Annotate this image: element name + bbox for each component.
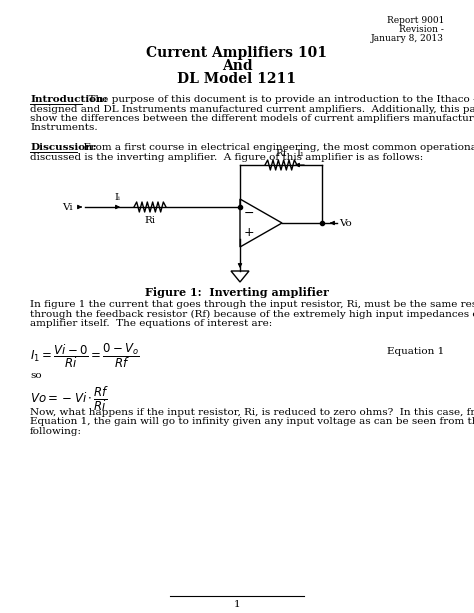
Text: Iᵢ: Iᵢ [114,193,120,202]
Text: Vo: Vo [339,218,352,227]
Text: Discussion:: Discussion: [30,143,97,152]
Text: From a first course in electrical engineering, the most common operational ampli: From a first course in electrical engine… [77,143,474,152]
Text: Current Amplifiers 101: Current Amplifiers 101 [146,46,328,60]
Text: $I_1 = \dfrac{Vi-0}{Ri} = \dfrac{0-V_o}{Rf}$: $I_1 = \dfrac{Vi-0}{Ri} = \dfrac{0-V_o}{… [30,341,140,370]
Text: −: − [244,207,254,219]
Text: DL Model 1211: DL Model 1211 [177,72,297,86]
Text: amplifier itself.  The equations of interest are:: amplifier itself. The equations of inter… [30,319,272,328]
Text: designed and DL Instruments manufactured current amplifiers.  Additionally, this: designed and DL Instruments manufactured… [30,104,474,113]
Text: show the differences between the different models of current amplifiers manufact: show the differences between the differe… [30,114,474,123]
Text: $Vo = -Vi \cdot \dfrac{Rf}{Ri}$: $Vo = -Vi \cdot \dfrac{Rf}{Ri}$ [30,385,109,413]
Text: Figure 1:  Inverting amplifier: Figure 1: Inverting amplifier [145,287,329,298]
Text: Revision -: Revision - [399,25,444,34]
Text: through the feedback resistor (Rf) because of the extremely high input impedance: through the feedback resistor (Rf) becau… [30,310,474,319]
Text: Rf: Rf [275,149,287,158]
Text: following:: following: [30,427,82,436]
Text: In figure 1 the current that goes through the input resistor, Ri, must be the sa: In figure 1 the current that goes throug… [30,300,474,309]
Text: 1: 1 [234,600,240,609]
Text: Introduction:: Introduction: [30,95,108,104]
Text: Vi: Vi [63,202,73,211]
Text: I₁: I₁ [296,149,304,158]
Text: Report 9001: Report 9001 [387,16,444,25]
Text: January 8, 2013: January 8, 2013 [371,34,444,43]
Text: Ri: Ri [145,216,155,225]
Text: discussed is the inverting amplifier.  A figure of this amplifier is as follows:: discussed is the inverting amplifier. A … [30,153,423,161]
Text: +: + [244,226,255,240]
Text: so: so [30,371,42,380]
Text: The purpose of this document is to provide an introduction to the Ithaco –: The purpose of this document is to provi… [82,95,474,104]
Text: Equation 1: Equation 1 [387,347,444,356]
Text: Now, what happens if the input resistor, Ri, is reduced to zero ohms?  In this c: Now, what happens if the input resistor,… [30,408,474,417]
Text: And: And [222,59,252,73]
Text: Instruments.: Instruments. [30,123,98,132]
Text: Equation 1, the gain will go to infinity given any input voltage as can be seen : Equation 1, the gain will go to infinity… [30,417,474,427]
